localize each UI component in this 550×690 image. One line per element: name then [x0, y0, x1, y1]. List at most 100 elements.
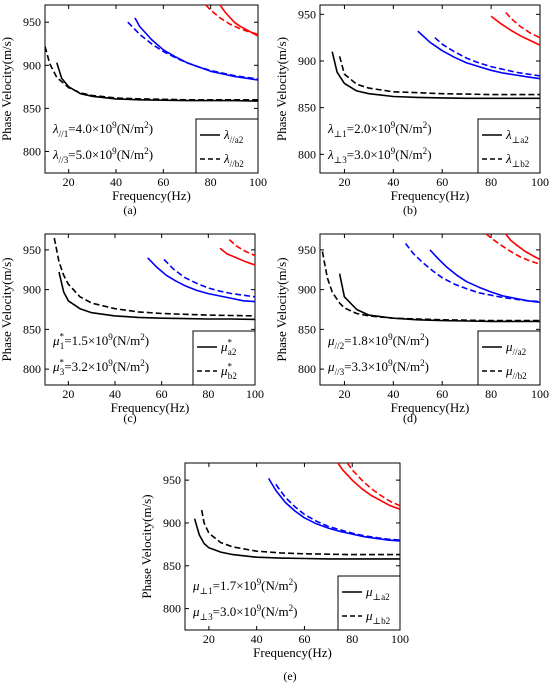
- x-axis-label: Frequency(Hz): [253, 645, 332, 660]
- series-line-6: [228, 239, 255, 257]
- y-axis-label: Phase Velocity(m/s): [0, 37, 14, 141]
- y-tick-label: 950: [163, 473, 181, 487]
- series-line-1: [58, 271, 255, 321]
- parameter-annotation: μ//3​=3.3×109(N/m2): [327, 358, 429, 377]
- x-tick-label: 60: [436, 175, 448, 189]
- y-tick-label: 850: [23, 322, 41, 336]
- panel-caption: (c): [123, 411, 136, 425]
- y-tick-label: 900: [298, 283, 316, 297]
- x-axis-label: Frequency(Hz): [391, 400, 470, 415]
- y-tick-label: 850: [23, 101, 41, 115]
- x-tick-label: 20: [338, 387, 350, 401]
- x-axis-label: Frequency(Hz): [391, 188, 470, 203]
- legend-label: λ//a2​: [223, 127, 244, 145]
- y-tick-label: 800: [163, 602, 181, 616]
- x-tick-label: 60: [298, 632, 310, 646]
- chart-panel-b: 20 40 60 80 100 800 850 900 950 Frequency(Hz) Phas…: [274, 4, 549, 217]
- chart-panel-e: 20 40 60 80 100 800 850 900 950 Frequency(Hz) Phas…: [139, 462, 409, 683]
- series-line-1: [193, 518, 400, 560]
- series-line-1: [56, 62, 258, 102]
- legend-label: μ//a2​: [505, 339, 527, 357]
- legend-label: μ//b2​: [505, 363, 527, 381]
- panel-caption: (e): [283, 669, 296, 683]
- series-line-2: [53, 237, 255, 317]
- x-axis-label: Frequency(Hz): [111, 400, 190, 415]
- plot-frame: [44, 4, 259, 174]
- x-axis-label: Frequency(Hz): [112, 188, 191, 203]
- y-tick-label: 850: [298, 322, 316, 336]
- parameter-annotation: λ⊥1​=2.0×109(N/m2): [327, 120, 432, 139]
- x-tick-label: 80: [346, 632, 358, 646]
- series-line-5: [490, 15, 540, 46]
- y-tick-label: 950: [298, 7, 316, 21]
- y-axis-label: Phase Velocity(m/s): [0, 257, 14, 361]
- y-tick-label: 950: [298, 243, 316, 257]
- legend-box: [195, 118, 259, 174]
- parameter-annotation: λ//3​=5.0×109(N/m2): [52, 146, 153, 165]
- x-tick-label: 40: [387, 387, 399, 401]
- chart-panel-d: 20 40 60 80 100 800 850 900 950 Frequency(Hz) Phas…: [274, 233, 549, 425]
- x-tick-label: 100: [246, 387, 264, 401]
- legend-label: μ*a2​: [220, 338, 237, 357]
- series-line-4: [434, 37, 540, 77]
- series-line-3: [429, 249, 540, 304]
- x-tick-label: 40: [110, 175, 122, 189]
- x-tick-label: 100: [531, 387, 549, 401]
- series-line-6: [346, 463, 400, 507]
- parameter-annotation: λ//1​=4.0×109(N/m2): [52, 120, 153, 139]
- parameter-annotation: μ*1​=1.5×109(N/m2): [52, 332, 149, 351]
- series-line-6: [485, 234, 540, 265]
- x-tick-label: 60: [157, 175, 169, 189]
- y-tick-label: 850: [298, 101, 316, 115]
- legend-label: μ*b2​: [220, 362, 237, 381]
- series-line-5: [337, 463, 400, 510]
- legend-label: μ⊥a2​: [365, 584, 390, 602]
- series-line-2: [338, 56, 540, 96]
- parameter-annotation: μ*3​=3.2×109(N/m2): [52, 358, 149, 377]
- x-tick-label: 40: [251, 632, 263, 646]
- series-line-3: [417, 30, 540, 80]
- x-tick-label: 100: [391, 632, 409, 646]
- series-line-4: [163, 258, 255, 298]
- series-line-4: [404, 243, 540, 303]
- y-tick-label: 900: [23, 58, 41, 72]
- y-tick-label: 900: [163, 516, 181, 530]
- x-tick-label: 100: [531, 175, 549, 189]
- panel-caption: (d): [403, 411, 417, 425]
- series-line-4: [127, 21, 258, 80]
- series-line-2: [200, 509, 400, 556]
- panel-caption: (a): [123, 203, 136, 217]
- series-line-2: [321, 251, 540, 322]
- x-tick-label: 80: [202, 387, 214, 401]
- series-line-1: [331, 51, 540, 100]
- legend-box: [192, 330, 256, 386]
- x-tick-label: 20: [62, 387, 74, 401]
- x-tick-label: 20: [338, 175, 350, 189]
- legend-box: [477, 118, 541, 174]
- y-axis-label: Phase Velocity(m/s): [274, 37, 289, 141]
- legend-label: λ⊥a2​: [505, 127, 529, 145]
- x-tick-label: 80: [205, 175, 217, 189]
- y-tick-label: 850: [163, 559, 181, 573]
- series-line-5: [219, 247, 255, 266]
- x-tick-label: 80: [485, 175, 497, 189]
- y-tick-label: 900: [23, 283, 41, 297]
- legend-box: [477, 330, 541, 386]
- y-axis-label: Phase Velocity(m/s): [139, 494, 154, 598]
- y-tick-label: 950: [23, 15, 41, 29]
- legend-box: [337, 575, 401, 631]
- plot-frame: [319, 233, 541, 386]
- series-line-3: [134, 17, 258, 81]
- series-line-3: [147, 257, 255, 303]
- series-line-4: [275, 483, 400, 541]
- panel-caption: (b): [403, 203, 417, 217]
- series-line-2: [45, 46, 258, 101]
- y-tick-label: 800: [23, 362, 41, 376]
- parameter-annotation: μ⊥3​=3.0×109(N/m2): [192, 603, 297, 622]
- legend-label: μ⊥b2​: [365, 608, 391, 626]
- x-tick-label: 40: [109, 387, 121, 401]
- x-tick-label: 20: [203, 632, 215, 646]
- chart-panel-c: 20 40 60 80 100 800 850 900 950 Frequency(Hz) Phas…: [0, 233, 264, 425]
- series-line-6: [205, 5, 258, 36]
